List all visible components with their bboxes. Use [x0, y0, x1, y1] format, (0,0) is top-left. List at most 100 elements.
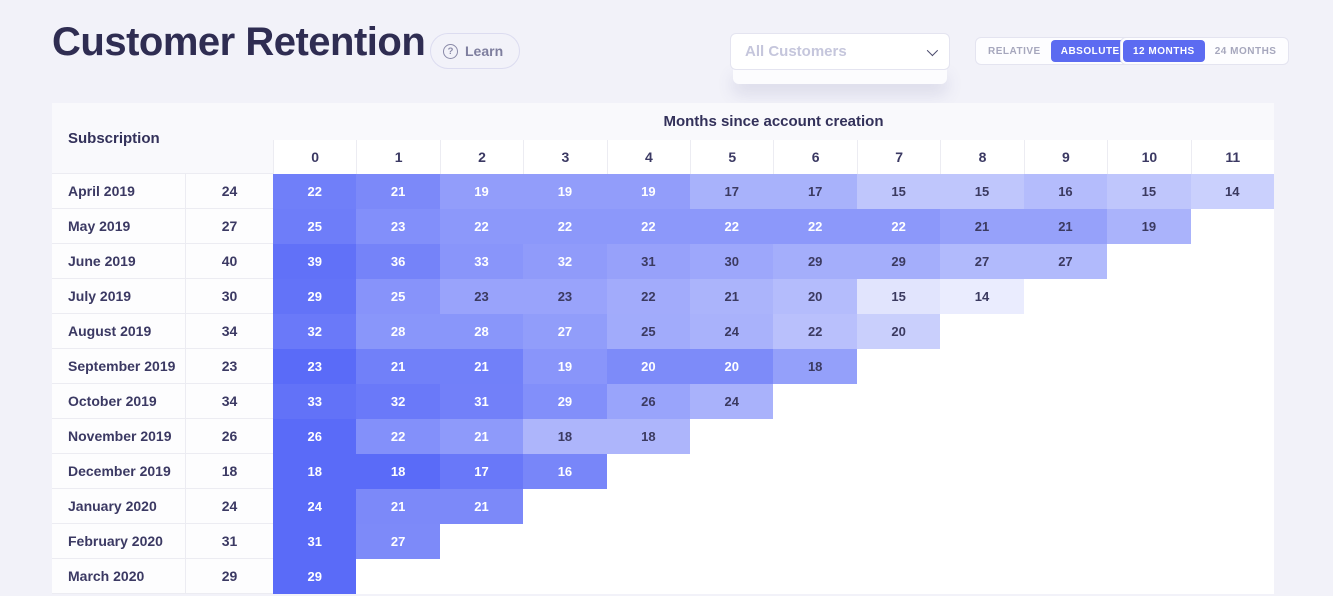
retention-cell-empty	[1190, 524, 1274, 559]
toggle-24-months[interactable]: 24 MONTHS	[1214, 45, 1277, 57]
cohort-label: November 2019	[52, 419, 185, 454]
retention-cell-empty	[523, 489, 607, 524]
cohort-size: 23	[185, 349, 273, 384]
retention-cell-empty	[940, 559, 1024, 594]
retention-cell: 26	[273, 419, 357, 454]
cohort-size: 30	[185, 279, 273, 314]
retention-cell: 32	[523, 244, 607, 279]
retention-cell: 27	[1023, 244, 1108, 279]
retention-cell: 28	[439, 314, 524, 349]
retention-cell-empty	[1107, 279, 1191, 314]
retention-cell-empty	[1023, 524, 1108, 559]
chevron-down-icon	[926, 44, 939, 56]
cohort-row: January 2020 24 24 21 21	[52, 489, 1274, 524]
cohort-size: 18	[185, 454, 273, 489]
retention-cell: 22	[690, 209, 774, 244]
retention-cell: 29	[523, 384, 607, 419]
cohort-size: 24	[185, 174, 273, 209]
retention-cell-empty	[606, 454, 691, 489]
retention-cell: 20	[856, 314, 941, 349]
retention-cell: 15	[856, 279, 941, 314]
cohort-size: 29	[185, 559, 273, 594]
cohort-label: August 2019	[52, 314, 185, 349]
retention-cell-empty	[940, 454, 1024, 489]
cohort-row: September 2019 23 23 21 21 19 20 20 18	[52, 349, 1274, 384]
retention-cell: 27	[523, 314, 607, 349]
customers-dropdown[interactable]: All Customers	[730, 33, 950, 70]
retention-cell-empty	[940, 419, 1024, 454]
retention-cell-empty	[773, 559, 857, 594]
retention-cell: 22	[356, 419, 440, 454]
retention-cell-empty	[690, 559, 774, 594]
retention-cell: 21	[439, 419, 524, 454]
retention-cell-empty	[940, 349, 1024, 384]
retention-cell-empty	[606, 489, 691, 524]
cohort-label: February 2020	[52, 524, 185, 559]
cohort-size: 34	[185, 384, 273, 419]
retention-cell: 29	[273, 559, 357, 594]
window-toggle: 12 MONTHS 24 MONTHS	[1120, 37, 1290, 65]
cohort-table: Subscription Months since account creati…	[52, 103, 1274, 594]
retention-cell: 14	[940, 279, 1024, 314]
retention-cell-empty	[1023, 489, 1108, 524]
retention-cell: 15	[940, 174, 1024, 209]
month-column-header: 3	[523, 140, 606, 174]
retention-cell-empty	[856, 559, 941, 594]
retention-cell-empty	[773, 384, 857, 419]
retention-cell: 25	[356, 279, 440, 314]
toggle-relative[interactable]: RELATIVE	[988, 45, 1041, 57]
cohort-row: November 2019 26 26 22 21 18 18	[52, 419, 1274, 454]
retention-cell: 19	[523, 349, 607, 384]
retention-cell: 22	[606, 279, 691, 314]
retention-cell: 30	[690, 244, 774, 279]
retention-cell: 21	[690, 279, 774, 314]
month-column-header: 2	[439, 140, 523, 174]
retention-cell: 21	[1023, 209, 1108, 244]
retention-cell: 22	[439, 209, 524, 244]
retention-cell-empty	[1023, 279, 1108, 314]
retention-cell: 17	[690, 174, 774, 209]
retention-cell: 24	[690, 314, 774, 349]
retention-cell: 17	[773, 174, 857, 209]
toggle-12-months[interactable]: 12 MONTHS	[1123, 40, 1205, 62]
retention-cell: 21	[439, 349, 524, 384]
retention-cell: 23	[439, 279, 524, 314]
month-column-header: 9	[1023, 140, 1107, 174]
retention-cell-empty	[773, 419, 857, 454]
retention-cell: 25	[273, 209, 357, 244]
retention-cell-empty	[1023, 349, 1108, 384]
retention-cell-empty	[1107, 524, 1191, 559]
retention-cell: 32	[273, 314, 357, 349]
month-column-headers: 0 1 2 3 4 5 6 7 8 9 10 11	[273, 140, 1274, 174]
retention-cell-empty	[773, 489, 857, 524]
retention-cell-empty	[1190, 454, 1274, 489]
cohort-row: March 2020 29 29	[52, 559, 1274, 594]
retention-cell-empty	[1023, 419, 1108, 454]
retention-cell: 19	[439, 174, 524, 209]
retention-cell: 26	[606, 384, 691, 419]
retention-cell: 27	[356, 524, 440, 559]
retention-cell: 19	[606, 174, 691, 209]
cohort-row: August 2019 34 32 28 28 27 25 24 22 20	[52, 314, 1274, 349]
retention-cell-empty	[940, 314, 1024, 349]
retention-cell-empty	[523, 559, 607, 594]
retention-cell-empty	[1107, 349, 1191, 384]
retention-cell-empty	[773, 454, 857, 489]
cohort-label: May 2019	[52, 209, 185, 244]
retention-cell-empty	[1023, 314, 1108, 349]
learn-button[interactable]: ? Learn	[430, 33, 521, 69]
retention-cell: 22	[856, 209, 941, 244]
toggle-absolute[interactable]: ABSOLUTE	[1050, 40, 1130, 62]
cohort-label: December 2019	[52, 454, 185, 489]
retention-cell-empty	[439, 524, 524, 559]
retention-cell-empty	[1190, 244, 1274, 279]
retention-cell-empty	[1107, 454, 1191, 489]
retention-cell: 22	[773, 209, 857, 244]
retention-cell-empty	[1023, 384, 1108, 419]
retention-cell: 19	[1107, 209, 1191, 244]
cohort-row: June 2019 40 39 36 33 32 31 30 29 29 27 27	[52, 244, 1274, 279]
cohort-size: 24	[185, 489, 273, 524]
retention-cell: 21	[356, 174, 440, 209]
cohort-size: 27	[185, 209, 273, 244]
retention-cell: 22	[606, 209, 691, 244]
